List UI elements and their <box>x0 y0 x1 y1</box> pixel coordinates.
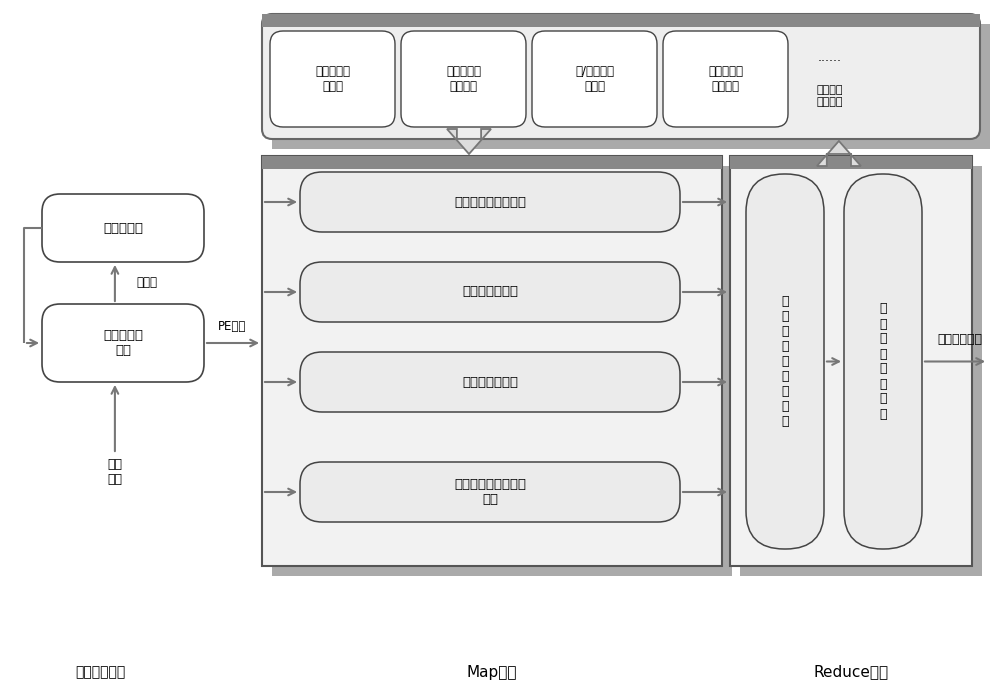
Text: 快速特征提
取模块: 快速特征提 取模块 <box>315 65 350 93</box>
FancyBboxPatch shape <box>42 304 204 382</box>
Text: 样本准备阶段: 样本准备阶段 <box>75 665 125 679</box>
Text: 动态鉴定器集合: 动态鉴定器集合 <box>462 375 518 389</box>
Bar <box>262 156 722 169</box>
FancyBboxPatch shape <box>746 174 824 549</box>
Text: Reduce阶段: Reduce阶段 <box>813 664 889 679</box>
FancyBboxPatch shape <box>401 31 526 127</box>
Text: 鉴
定
结
果
跟
踪
存
储
区: 鉴 定 结 果 跟 踪 存 储 区 <box>781 295 789 428</box>
Text: 上传
样本: 上传 样本 <box>107 458 122 486</box>
FancyBboxPatch shape <box>270 31 395 127</box>
Bar <box>272 24 990 149</box>
Text: 鉴定器性能
评估模块: 鉴定器性能 评估模块 <box>446 65 481 93</box>
Polygon shape <box>817 141 861 166</box>
Polygon shape <box>447 129 491 154</box>
Bar <box>262 156 722 566</box>
Text: 鉴
定
结
果
综
合
集
成: 鉴 定 结 果 综 合 集 成 <box>879 303 887 421</box>
Text: PE文件: PE文件 <box>218 321 246 334</box>
Bar <box>730 156 972 169</box>
Text: 特征扫描鉴定器集合: 特征扫描鉴定器集合 <box>454 196 526 208</box>
FancyBboxPatch shape <box>532 31 657 127</box>
Text: 分析员人工
鉴定模块: 分析员人工 鉴定模块 <box>708 65 743 93</box>
FancyBboxPatch shape <box>844 174 922 549</box>
Bar <box>740 166 982 576</box>
Bar <box>262 14 980 27</box>
Text: ......: ...... <box>818 51 842 65</box>
Text: 企业杀毒软件鉴定器
集合: 企业杀毒软件鉴定器 集合 <box>454 478 526 506</box>
FancyBboxPatch shape <box>262 14 980 139</box>
Bar <box>730 156 972 566</box>
Text: 静态鉴定器集合: 静态鉴定器集合 <box>462 285 518 298</box>
FancyBboxPatch shape <box>300 352 680 412</box>
FancyBboxPatch shape <box>300 262 680 322</box>
Text: 最终结果输出: 最终结果输出 <box>938 333 982 346</box>
FancyBboxPatch shape <box>300 462 680 522</box>
FancyBboxPatch shape <box>300 172 680 232</box>
Text: 文件类型检
测器: 文件类型检 测器 <box>103 329 143 357</box>
Text: 黑/白样本训
练模块: 黑/白样本训 练模块 <box>575 65 614 93</box>
Text: 后台定时
处理阶段: 后台定时 处理阶段 <box>817 85 843 107</box>
FancyBboxPatch shape <box>42 194 204 262</box>
Text: 解压缩模块: 解压缩模块 <box>103 221 143 235</box>
FancyBboxPatch shape <box>663 31 788 127</box>
Text: Map阶段: Map阶段 <box>467 664 517 679</box>
Text: 压缩包: 压缩包 <box>137 276 158 289</box>
Bar <box>272 166 732 576</box>
